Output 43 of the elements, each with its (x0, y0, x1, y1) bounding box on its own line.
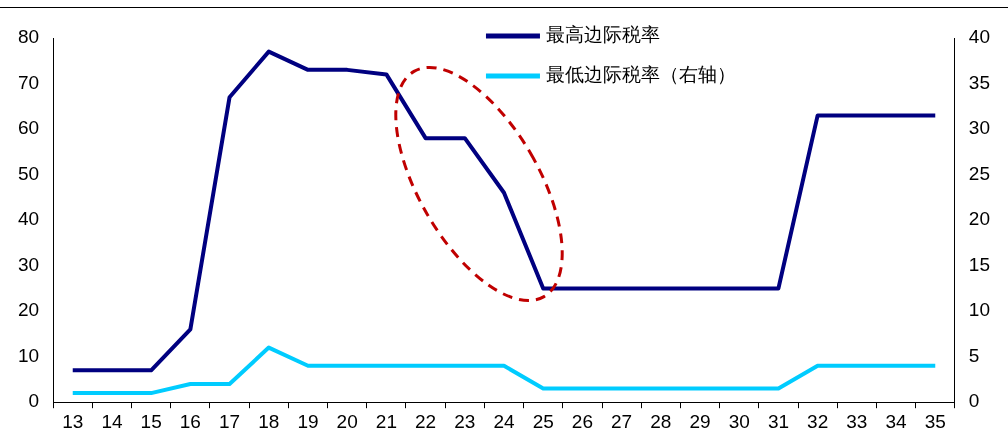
y2-tick-label: 10 (968, 299, 991, 321)
y2-tick-label: 25 (968, 162, 991, 184)
legend-label: 最低边际税率（右轴） (545, 64, 736, 86)
x-tick-label: 20 (336, 410, 358, 432)
y2-tick-label: 30 (968, 117, 991, 139)
x-tick-label: 25 (532, 410, 554, 432)
y-tick-label: 60 (17, 117, 40, 139)
x-tick-label: 18 (258, 410, 280, 432)
y2-tick-label: 0 (968, 390, 980, 412)
y2-tick-label: 5 (968, 344, 980, 366)
x-tick-label: 32 (807, 410, 829, 432)
y-tick-label: 50 (17, 162, 40, 184)
y-tick-label: 20 (17, 299, 40, 321)
x-tick-label: 31 (767, 410, 790, 432)
x-tick-label: 19 (297, 410, 319, 432)
y-tick-label: 80 (17, 26, 40, 48)
x-tick-label: 17 (218, 410, 241, 432)
x-tick-label: 24 (493, 410, 515, 432)
x-tick-label: 35 (924, 410, 946, 432)
y2-tick-label: 40 (968, 26, 991, 48)
x-tick-label: 21 (375, 410, 397, 432)
legend-label: 最高边际税率 (545, 24, 660, 46)
x-tick-label: 15 (140, 410, 162, 432)
x-tick-label: 22 (415, 410, 437, 432)
x-tick-label: 33 (846, 410, 868, 432)
y2-tick-label: 35 (968, 71, 991, 93)
y2-tick-label: 20 (968, 208, 991, 230)
x-tick-label: 26 (571, 410, 593, 432)
y-tick-label: 10 (17, 344, 40, 366)
y2-tick-label: 15 (968, 253, 991, 275)
x-tick-label: 30 (728, 410, 750, 432)
x-tick-label: 13 (62, 410, 84, 432)
x-tick-label: 23 (454, 410, 476, 432)
y-tick-label: 0 (28, 390, 40, 412)
y-tick-label: 30 (17, 253, 40, 275)
x-tick-label: 28 (650, 410, 672, 432)
y-tick-label: 40 (17, 208, 40, 230)
y-tick-label: 70 (17, 71, 40, 93)
x-tick-label: 27 (611, 410, 633, 432)
x-tick-label: 34 (885, 410, 908, 432)
x-tick-label: 29 (689, 410, 711, 432)
x-tick-label: 14 (101, 410, 123, 432)
x-tick-label: 16 (179, 410, 201, 432)
